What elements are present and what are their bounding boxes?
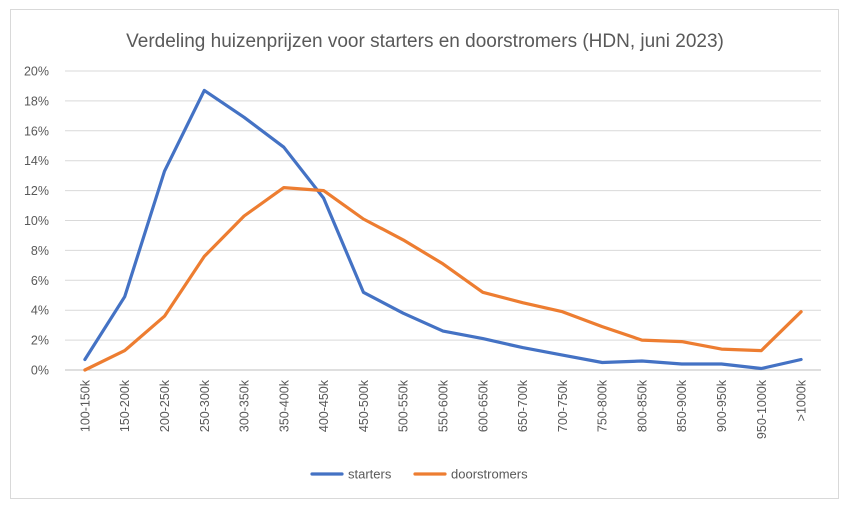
x-tick-label: 250-300k: [198, 379, 212, 432]
x-tick-label: 550-600k: [437, 379, 451, 432]
y-tick-label: 12%: [24, 184, 49, 198]
y-tick-label: 20%: [24, 65, 49, 79]
y-tick-label: 18%: [24, 94, 49, 108]
x-axis-ticks: 100-150k 150-200k 200-250k 250-300k 300-350k…: [78, 379, 808, 439]
series-lines: [83, 88, 803, 372]
x-tick-label: 750-800k: [596, 379, 610, 432]
x-tick-label: 300-350k: [238, 379, 252, 432]
x-tick-label: 700-750k: [556, 379, 570, 432]
x-tick-label: 100-150k: [78, 379, 92, 432]
x-tick-label: 500-550k: [397, 379, 411, 432]
y-tick-label: 14%: [24, 154, 49, 168]
x-tick-label: 850-900k: [675, 379, 689, 432]
x-tick-label: 800-850k: [635, 379, 649, 432]
y-axis-ticks: 0% 2% 4% 6% 8% 10% 12% 14% 16% 18% 20%: [24, 65, 49, 378]
x-tick-label: 450-500k: [357, 379, 371, 432]
x-tick-label: 650-700k: [516, 379, 530, 432]
y-tick-label: 10%: [24, 214, 49, 228]
series-line-doorstromers: [83, 186, 803, 372]
legend-label-doorstromers: doorstromers: [451, 467, 528, 482]
x-tick-label: >1000k: [795, 379, 809, 421]
y-tick-label: 6%: [31, 274, 49, 288]
y-tick-label: 4%: [31, 304, 49, 318]
series-line-starters: [83, 88, 803, 371]
x-tick-label: 600-650k: [476, 379, 490, 432]
gridlines: [65, 70, 821, 371]
chart-title: Verdeling huizenprijzen voor starters en…: [126, 31, 724, 52]
x-tick-label: 350-400k: [277, 379, 291, 432]
x-tick-label: 200-250k: [158, 379, 172, 432]
x-tick-label: 900-950k: [715, 379, 729, 432]
y-tick-label: 16%: [24, 124, 49, 138]
x-tick-label: 150-200k: [118, 379, 132, 432]
legend-label-starters: starters: [348, 467, 392, 482]
legend: starters doorstromers: [310, 467, 528, 482]
y-tick-label: 8%: [31, 244, 49, 258]
x-tick-label: 950-1000k: [755, 379, 769, 439]
x-tick-label: 400-450k: [317, 379, 331, 432]
y-tick-label: 0%: [31, 364, 49, 378]
y-tick-label: 2%: [31, 334, 49, 348]
